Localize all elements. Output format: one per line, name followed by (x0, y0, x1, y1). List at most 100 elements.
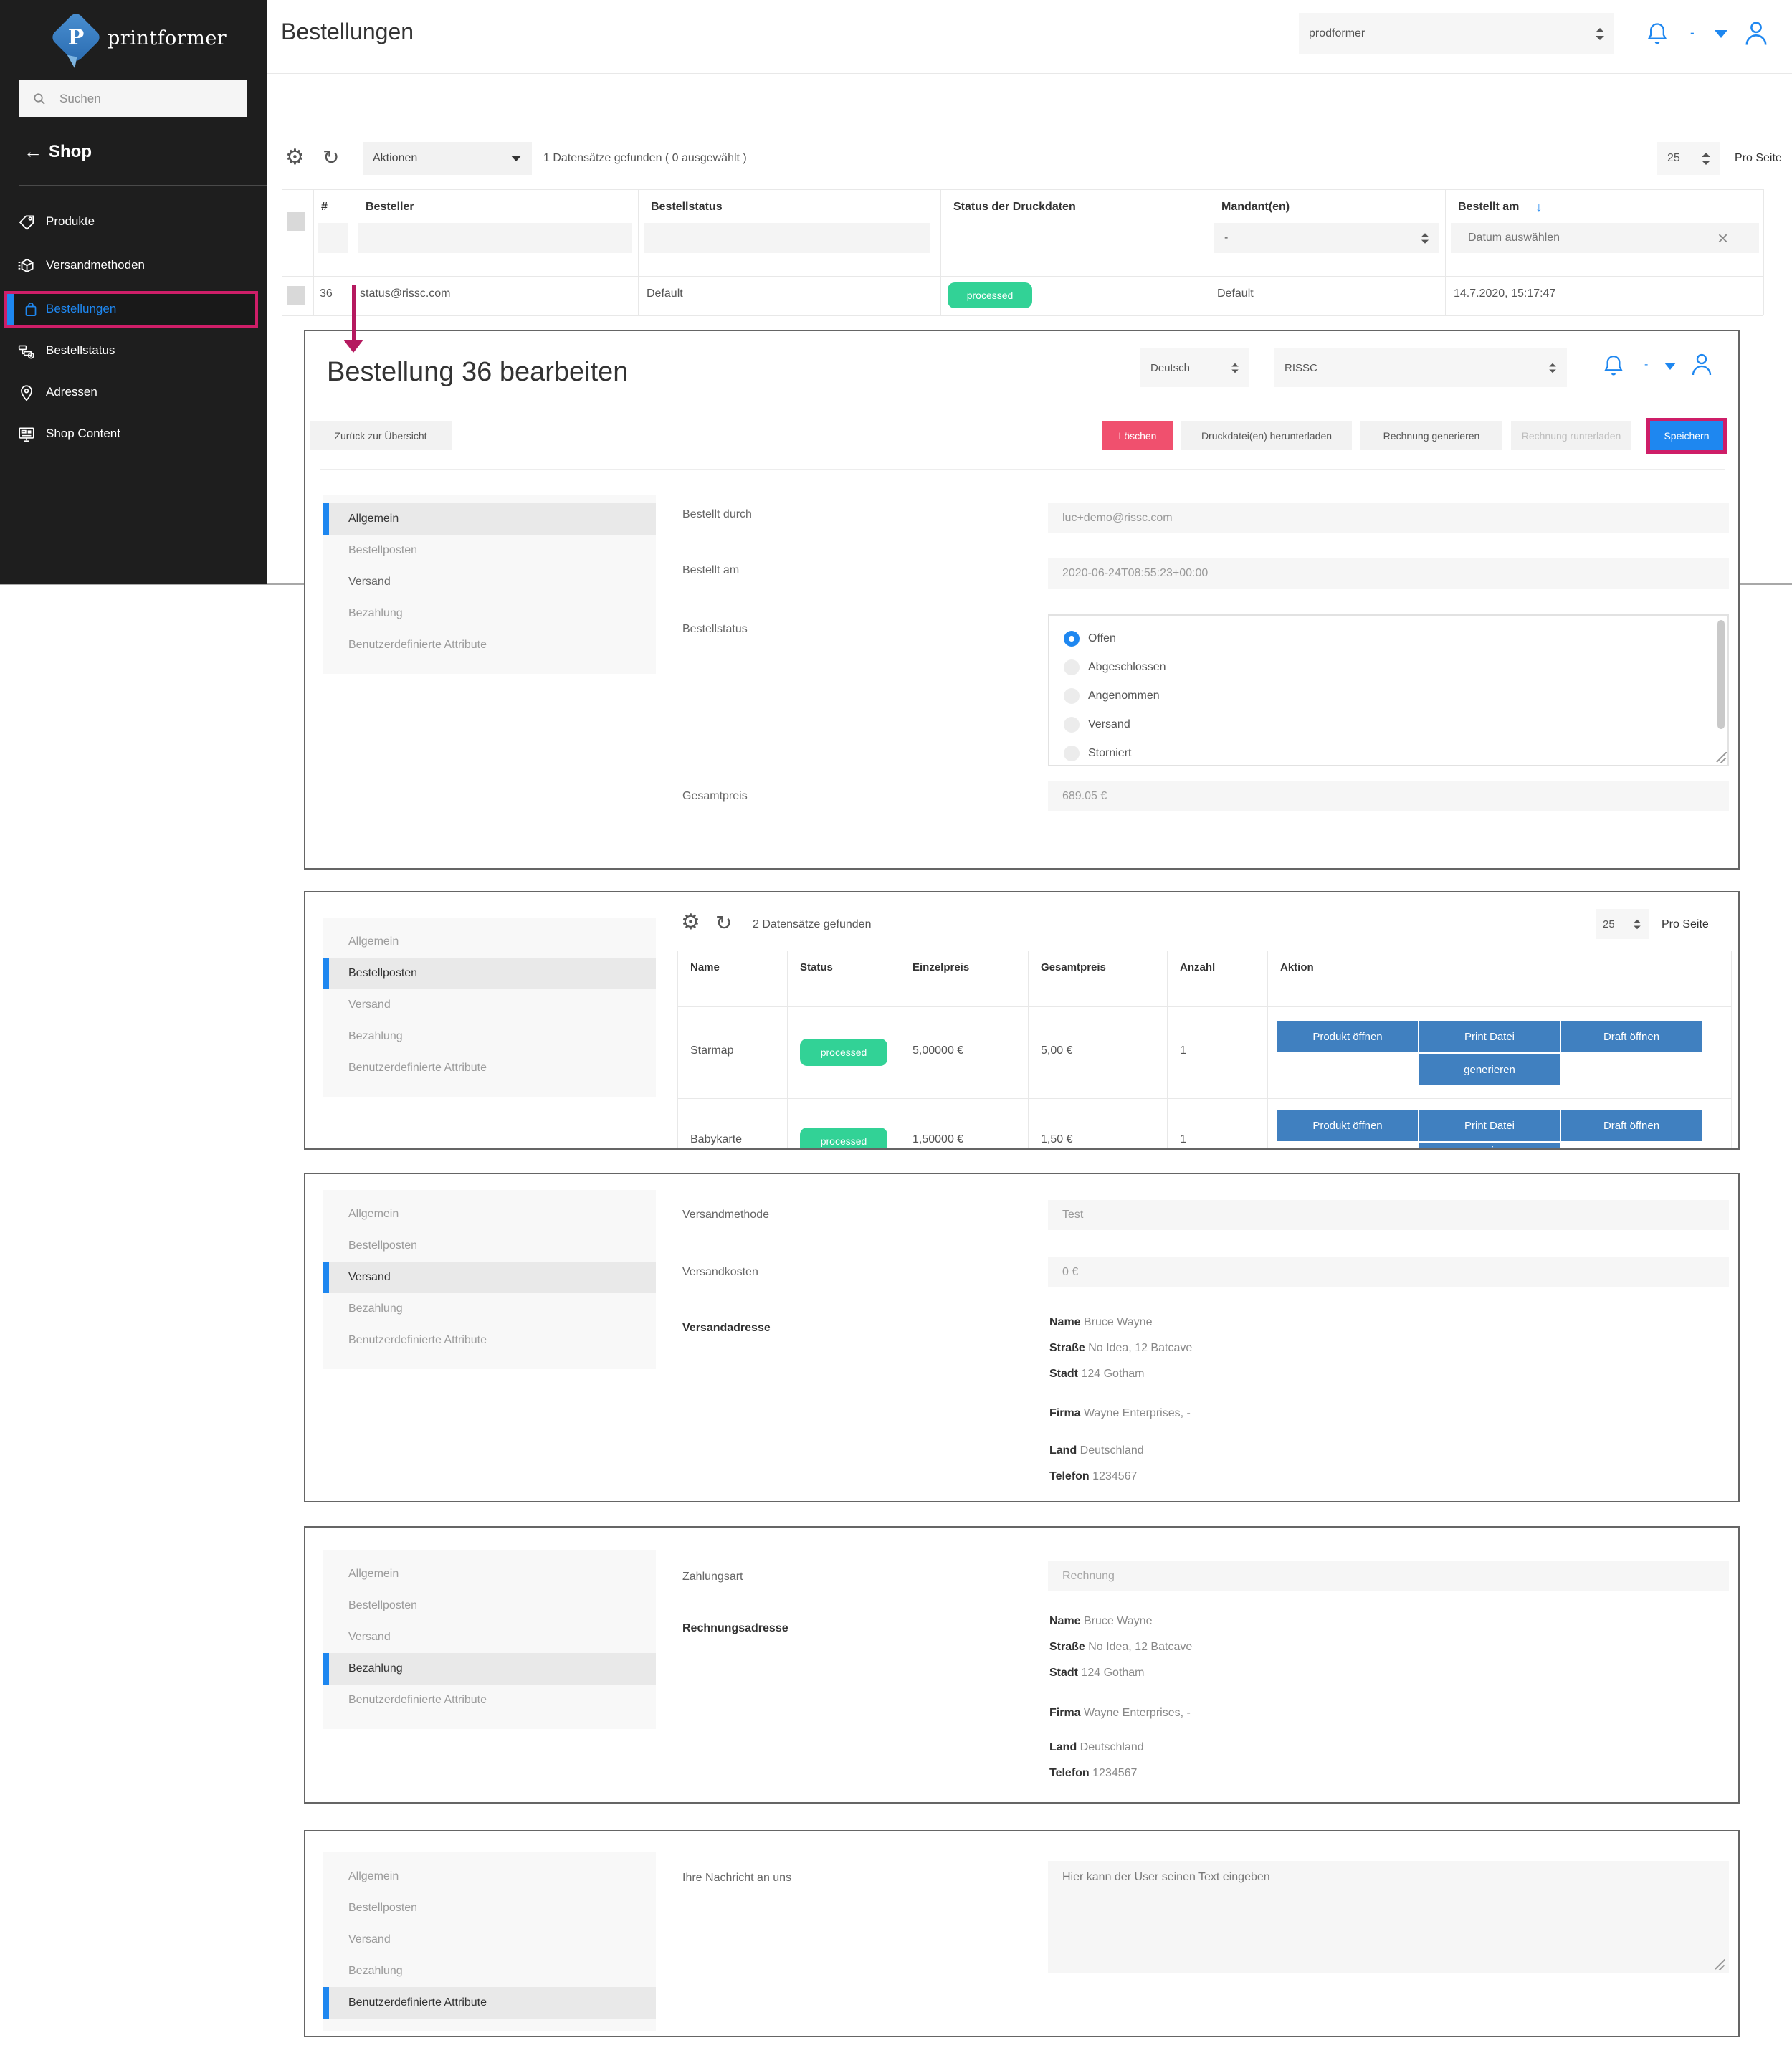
tab-bestellposten[interactable]: Bestellposten (348, 1239, 418, 1252)
back-arrow-icon[interactable]: ← (24, 140, 42, 162)
save-button[interactable]: Speichern (1650, 421, 1723, 450)
tab-allgemein[interactable]: Allgemein (348, 1870, 399, 1882)
filter-mandant-select[interactable]: - (1214, 223, 1439, 253)
generate-printfile-button-line2[interactable]: generieren (1419, 1054, 1560, 1085)
tab-bestellposten[interactable]: Bestellposten (348, 1902, 418, 1914)
status-option-angenommen[interactable]: Angenommen (1064, 688, 1160, 704)
tab-versand[interactable]: Versand (348, 1631, 391, 1643)
column-header-mandant[interactable]: Mandant(en) (1221, 201, 1290, 213)
tab-versand[interactable]: Versand (323, 1262, 656, 1293)
filter-bestellstatus-input[interactable] (644, 223, 930, 253)
download-printfiles-button[interactable]: Druckdatei(en) herunterladen (1181, 421, 1352, 450)
user-profile-icon[interactable] (1740, 17, 1772, 49)
generate-printfile-button-line2[interactable]: generieren (1419, 1143, 1560, 1148)
ordered-at-field[interactable]: 2020-06-24T08:55:23+00:00 (1048, 558, 1729, 589)
radio-icon[interactable] (1064, 717, 1080, 733)
select-all-checkbox[interactable] (287, 212, 305, 231)
tab-allgemein[interactable]: Allgemein (323, 503, 656, 535)
tab-bestellposten[interactable]: Bestellposten (348, 1599, 418, 1611)
tab-benutzerdefinierte-attribute[interactable]: Benutzerdefinierte Attribute (348, 1694, 487, 1706)
tab-allgemein[interactable]: Allgemein (348, 1208, 399, 1220)
payment-type-field[interactable]: Rechnung (1048, 1561, 1729, 1591)
generate-printfile-button[interactable]: Print Datei (1419, 1110, 1560, 1141)
radio-selected-icon[interactable] (1064, 631, 1080, 647)
filter-date-input[interactable]: × (1451, 223, 1759, 253)
column-header-besteller[interactable]: Besteller (366, 201, 414, 213)
tab-versand[interactable]: Versand (348, 999, 391, 1011)
row-checkbox[interactable] (287, 286, 305, 305)
tab-bezahlung[interactable]: Bezahlung (348, 1302, 403, 1315)
tab-bestellposten[interactable]: Bestellposten (348, 544, 418, 556)
refresh-icon[interactable]: ↻ (715, 912, 733, 934)
sidebar-item-versandmethoden[interactable]: Versandmethoden (0, 249, 267, 283)
tab-versand[interactable]: Versand (348, 576, 391, 588)
status-option-offen[interactable]: Offen (1064, 631, 1116, 647)
client-select[interactable]: RISSC (1274, 348, 1567, 387)
ordered-by-field[interactable]: luc+demo@rissc.com (1048, 503, 1729, 533)
download-invoice-button[interactable]: Rechnung runterladen (1511, 421, 1631, 450)
workspace-select[interactable]: prodformer (1299, 13, 1614, 54)
filter-id-input[interactable] (318, 223, 348, 253)
tab-benutzerdefinierte-attribute[interactable]: Benutzerdefinierte Attribute (348, 639, 487, 651)
items-page-size-select[interactable]: 25 (1596, 909, 1649, 939)
sidebar-item-adressen[interactable]: Adressen (0, 376, 267, 410)
sidebar-item-bestellungen[interactable]: Bestellungen (0, 292, 267, 327)
filter-besteller-input[interactable] (358, 223, 632, 253)
custom-message-textarea[interactable]: Hier kann der User seinen Text eingeben (1048, 1861, 1729, 1973)
open-draft-button[interactable]: Draft öffnen (1561, 1110, 1702, 1141)
sidebar-search[interactable] (19, 80, 247, 117)
delete-button[interactable]: Löschen (1102, 421, 1173, 450)
user-menu-caret-icon[interactable] (1664, 363, 1676, 370)
notifications-bell-icon[interactable] (1643, 19, 1672, 47)
sidebar-item-produkte[interactable]: Produkte (0, 205, 267, 239)
date-input[interactable] (1467, 231, 1706, 245)
open-product-button[interactable]: Produkt öffnen (1277, 1110, 1418, 1141)
shipping-cost-field[interactable]: 0 € (1048, 1257, 1729, 1287)
radio-icon[interactable] (1064, 746, 1080, 761)
generate-printfile-button[interactable]: Print Datei (1419, 1021, 1560, 1052)
status-option-versand[interactable]: Versand (1064, 717, 1130, 733)
open-product-button[interactable]: Produkt öffnen (1277, 1021, 1418, 1052)
sort-desc-arrow-icon[interactable]: ↓ (1535, 200, 1543, 215)
generate-invoice-button[interactable]: Rechnung generieren (1360, 421, 1502, 450)
tab-benutzerdefinierte-attribute[interactable]: Benutzerdefinierte Attribute (323, 1987, 656, 2019)
user-profile-icon[interactable] (1687, 350, 1716, 378)
tab-bestellposten[interactable]: Bestellposten (323, 958, 656, 989)
tab-bezahlung[interactable]: Bezahlung (348, 1965, 403, 1977)
status-option-storniert[interactable]: Storniert (1064, 746, 1131, 761)
user-menu-caret-icon[interactable] (1715, 30, 1727, 38)
total-price-field[interactable]: 689.05 € (1048, 781, 1729, 811)
tab-benutzerdefinierte-attribute[interactable]: Benutzerdefinierte Attribute (348, 1062, 487, 1074)
tab-allgemein[interactable]: Allgemein (348, 935, 399, 948)
actions-dropdown[interactable]: Aktionen (363, 142, 532, 175)
settings-gear-icon[interactable]: ⚙ (285, 146, 305, 169)
tab-bezahlung[interactable]: Bezahlung (348, 1030, 403, 1042)
column-header-id[interactable]: # (321, 201, 328, 213)
clear-date-icon[interactable]: × (1717, 227, 1729, 249)
tab-bezahlung[interactable]: Bezahlung (323, 1653, 656, 1685)
refresh-icon[interactable]: ↻ (323, 146, 340, 168)
resize-handle-icon[interactable] (1716, 752, 1727, 763)
status-option-abgeschlossen[interactable]: Abgeschlossen (1064, 659, 1166, 675)
notifications-bell-icon[interactable] (1600, 351, 1627, 378)
shipping-method-field[interactable]: Test (1048, 1200, 1729, 1230)
language-select[interactable]: Deutsch (1140, 348, 1249, 387)
tab-benutzerdefinierte-attribute[interactable]: Benutzerdefinierte Attribute (348, 1334, 487, 1346)
resize-handle-icon[interactable] (1715, 1959, 1725, 1970)
column-header-druckdaten[interactable]: Status der Druckdaten (953, 201, 1076, 213)
radio-icon[interactable] (1064, 688, 1080, 704)
column-header-bestellstatus[interactable]: Bestellstatus (651, 201, 723, 213)
tab-allgemein[interactable]: Allgemein (348, 1568, 399, 1580)
search-input[interactable] (58, 90, 219, 107)
radio-icon[interactable] (1064, 659, 1080, 675)
column-header-bestellt-am[interactable]: Bestellt am (1458, 201, 1520, 213)
scrollbar-thumb[interactable] (1717, 620, 1725, 729)
settings-gear-icon[interactable]: ⚙ (681, 910, 700, 934)
tab-versand[interactable]: Versand (348, 1933, 391, 1945)
tab-bezahlung[interactable]: Bezahlung (348, 607, 403, 619)
back-to-overview-button[interactable]: Zurück zur Übersicht (310, 421, 452, 450)
sidebar-item-bestellstatus[interactable]: Bestellstatus (0, 334, 267, 368)
sidebar-item-shop-content[interactable]: Shop Content (0, 417, 267, 452)
open-draft-button[interactable]: Draft öffnen (1561, 1021, 1702, 1052)
page-size-select[interactable]: 25 (1657, 142, 1720, 175)
